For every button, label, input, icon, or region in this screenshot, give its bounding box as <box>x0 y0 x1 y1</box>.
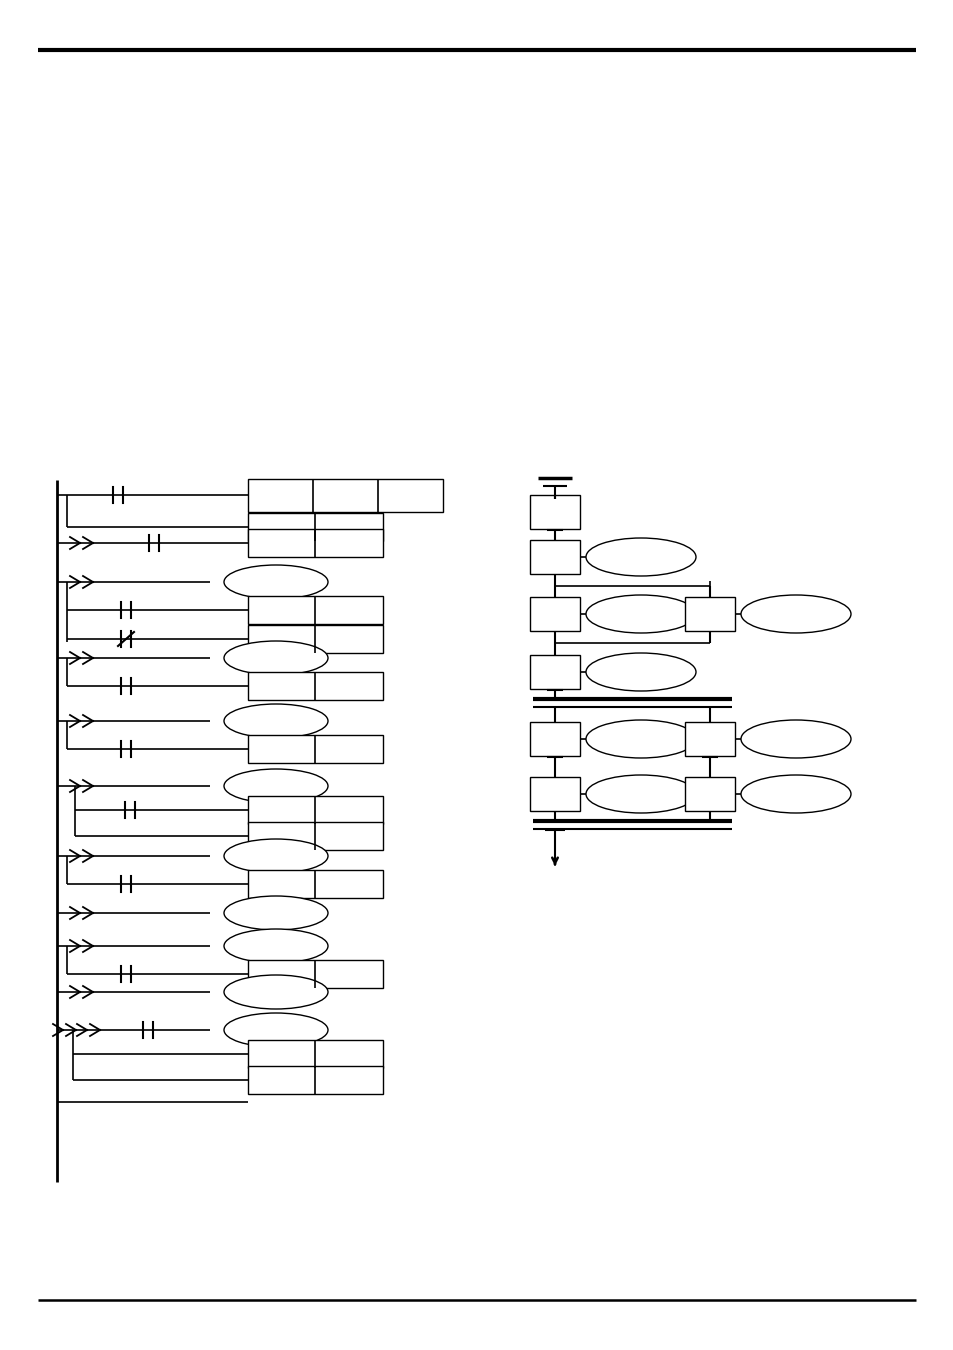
Bar <box>684 778 734 811</box>
Bar <box>248 960 382 988</box>
Bar <box>530 540 579 574</box>
Ellipse shape <box>224 566 328 599</box>
Bar <box>248 1066 382 1094</box>
Bar <box>248 869 382 898</box>
Ellipse shape <box>585 775 696 813</box>
Bar <box>248 672 382 701</box>
Ellipse shape <box>740 595 850 633</box>
Ellipse shape <box>224 896 328 930</box>
Bar <box>248 529 382 558</box>
Bar <box>530 778 579 811</box>
Ellipse shape <box>224 929 328 963</box>
Ellipse shape <box>224 641 328 675</box>
Ellipse shape <box>585 720 696 757</box>
Bar <box>684 722 734 756</box>
Bar <box>248 479 442 512</box>
Bar <box>248 822 382 850</box>
Ellipse shape <box>224 1012 328 1048</box>
Ellipse shape <box>740 720 850 757</box>
Ellipse shape <box>585 653 696 691</box>
Bar <box>248 595 382 624</box>
Bar <box>248 796 382 824</box>
Ellipse shape <box>224 975 328 1008</box>
Bar <box>248 734 382 763</box>
Bar <box>248 625 382 653</box>
Bar <box>530 655 579 688</box>
Ellipse shape <box>585 539 696 576</box>
Bar <box>530 495 579 529</box>
Bar <box>248 1040 382 1068</box>
Ellipse shape <box>224 838 328 873</box>
Bar <box>684 597 734 630</box>
Bar <box>530 722 579 756</box>
Bar <box>530 597 579 630</box>
Ellipse shape <box>224 703 328 738</box>
Ellipse shape <box>740 775 850 813</box>
Ellipse shape <box>585 595 696 633</box>
Bar <box>248 513 382 541</box>
Ellipse shape <box>224 769 328 803</box>
